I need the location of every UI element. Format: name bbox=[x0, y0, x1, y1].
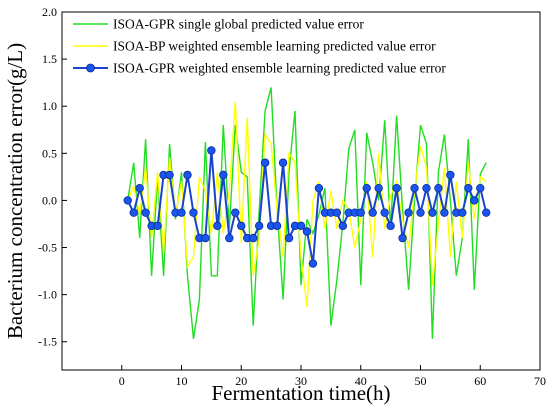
series-point bbox=[410, 183, 419, 193]
series-point bbox=[254, 221, 264, 231]
series-point bbox=[165, 170, 174, 180]
series-point bbox=[183, 170, 192, 180]
series-point bbox=[380, 208, 389, 217]
series-point bbox=[153, 221, 162, 231]
y-tick-label: 1.5 bbox=[42, 52, 57, 66]
legend-marker bbox=[86, 63, 95, 73]
legend: ISOA-GPR single global predicted value e… bbox=[73, 17, 446, 76]
x-tick-label: 40 bbox=[355, 374, 367, 388]
series-point bbox=[356, 208, 365, 217]
y-tick-label: 0.5 bbox=[42, 146, 57, 160]
series-layer bbox=[123, 87, 491, 340]
x-tick-label: 30 bbox=[295, 374, 307, 388]
series-point bbox=[129, 208, 138, 217]
x-tick-label: 20 bbox=[235, 374, 247, 388]
series-line-2 bbox=[127, 101, 487, 307]
series-point bbox=[446, 170, 455, 180]
series-point bbox=[308, 259, 318, 268]
series-point bbox=[123, 196, 132, 205]
series-point bbox=[237, 221, 246, 231]
y-tick-label: 0.0 bbox=[42, 193, 57, 207]
series-point bbox=[332, 208, 342, 217]
x-tick-label: 70 bbox=[534, 374, 546, 388]
series-point bbox=[189, 208, 198, 217]
series-point bbox=[392, 183, 401, 193]
series-point bbox=[284, 233, 294, 243]
x-tick-label: 50 bbox=[415, 374, 427, 388]
y-axis-ticks: -1.5 -1.0 -0.5 0.0 0.5 1.0 1.5 2.0 bbox=[38, 5, 67, 349]
series-point bbox=[482, 208, 491, 217]
x-tick-label: 10 bbox=[176, 374, 188, 388]
series-point bbox=[225, 233, 234, 243]
y-tick-label: -1.5 bbox=[38, 335, 57, 349]
series-point bbox=[458, 208, 467, 217]
series-point bbox=[362, 183, 371, 193]
series-point bbox=[434, 183, 443, 193]
series-line-3 bbox=[126, 150, 488, 264]
series-point bbox=[231, 208, 240, 217]
series-point bbox=[476, 183, 485, 193]
series-point bbox=[398, 233, 407, 243]
series-point bbox=[248, 233, 258, 243]
x-axis-title: Fermentation time(h) bbox=[211, 381, 390, 405]
series-point bbox=[374, 183, 383, 193]
legend-label-3: ISOA-GPR weighted ensemble learning pred… bbox=[113, 61, 446, 76]
series-point bbox=[464, 183, 473, 193]
series-point bbox=[177, 208, 186, 217]
series-point bbox=[386, 221, 395, 231]
legend-label-2: ISOA-BP weighted ensemble learning predi… bbox=[113, 39, 436, 54]
series-point bbox=[422, 183, 431, 193]
series-point bbox=[302, 227, 312, 236]
y-tick-label: -0.5 bbox=[38, 241, 57, 255]
x-tick-label: 60 bbox=[474, 374, 486, 388]
series-point bbox=[272, 221, 282, 231]
series-point bbox=[428, 208, 437, 217]
series-point bbox=[207, 146, 216, 155]
series-point bbox=[278, 158, 288, 167]
series-point bbox=[338, 221, 348, 231]
series-point bbox=[219, 170, 228, 180]
series-point bbox=[314, 183, 324, 193]
series-point bbox=[404, 208, 413, 217]
series-point bbox=[135, 183, 144, 193]
y-tick-label: 2.0 bbox=[42, 5, 57, 19]
y-tick-label: 1.0 bbox=[42, 99, 57, 113]
series-point bbox=[368, 208, 377, 217]
series-point bbox=[416, 208, 425, 217]
series-point bbox=[213, 221, 222, 231]
series-point bbox=[296, 221, 306, 231]
series-point bbox=[201, 233, 210, 243]
series-point bbox=[141, 208, 150, 217]
series-point bbox=[440, 208, 449, 217]
series-point bbox=[260, 158, 270, 167]
y-tick-label: -1.0 bbox=[38, 288, 57, 302]
legend-label-1: ISOA-GPR single global predicted value e… bbox=[113, 17, 364, 32]
series-line-1 bbox=[127, 87, 487, 340]
x-axis-ticks: 0 10 20 30 40 50 60 70 bbox=[119, 365, 546, 388]
y-axis-title: Bacterium concentration error(g/L) bbox=[3, 43, 27, 339]
series-point bbox=[470, 196, 479, 205]
x-tick-label: 0 bbox=[119, 374, 125, 388]
